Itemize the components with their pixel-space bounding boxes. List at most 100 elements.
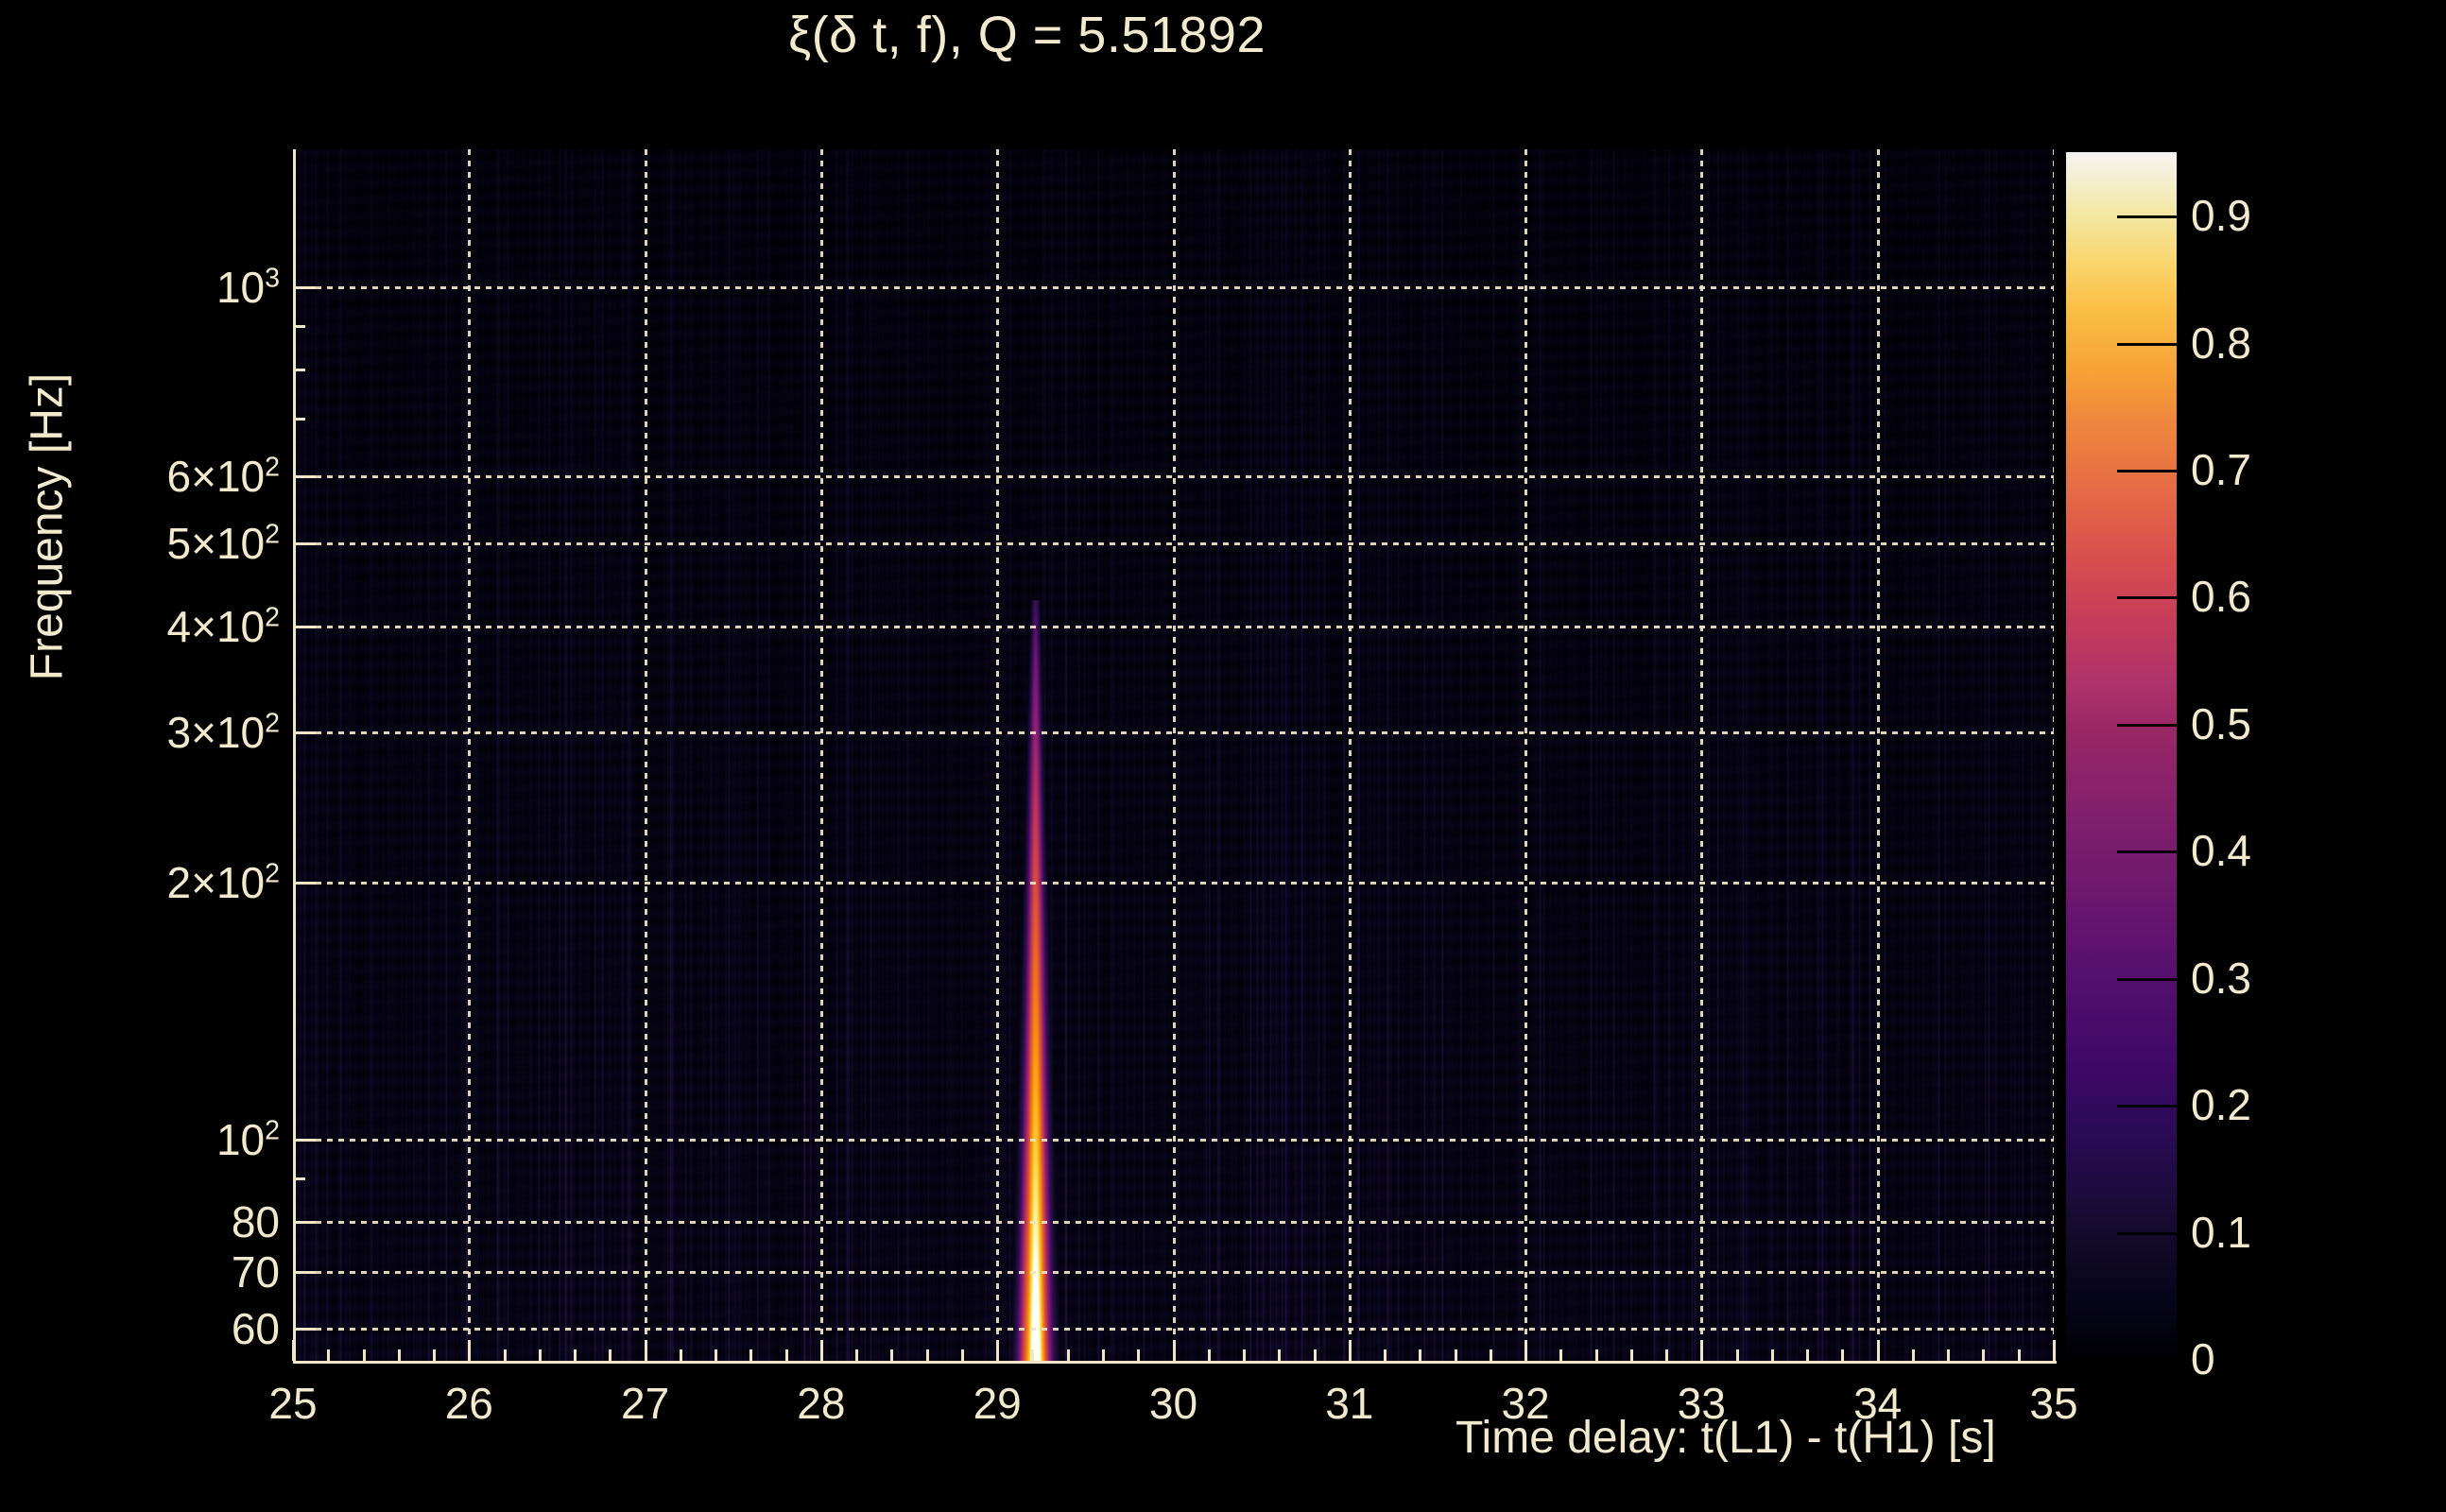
x-axis-tick-label: 35 (2029, 1379, 2078, 1428)
y-axis-tick-label: 4×102 (166, 601, 280, 651)
x-axis-tick (2053, 1340, 2056, 1361)
colorbar-tick (2117, 470, 2177, 473)
grid-line-horizontal (293, 731, 2054, 735)
colorbar-gradient (2066, 152, 2177, 1359)
grid-line-vertical (1524, 149, 1528, 1361)
x-axis-tick-label: 26 (444, 1379, 493, 1428)
x-axis-minor-tick (1982, 1349, 1986, 1361)
y-axis-minor-tick (293, 1138, 305, 1142)
x-axis-tick-label: 25 (268, 1379, 318, 1428)
y-axis-title: Frequency [Hz] (22, 282, 74, 773)
y-axis-tick-label: 102 (215, 1114, 280, 1164)
y-axis-tick-label: 3×102 (166, 708, 280, 758)
x-axis-minor-tick (749, 1349, 753, 1361)
x-axis-minor-tick (1031, 1349, 1035, 1361)
y-axis-minor-tick (293, 369, 305, 371)
y-axis-minor-tick (293, 285, 305, 289)
x-axis-minor-tick (1806, 1349, 1810, 1361)
grid-line-vertical (1172, 149, 1176, 1361)
x-axis-tick-label: 31 (1325, 1379, 1374, 1428)
x-axis-tick-label: 28 (797, 1379, 846, 1428)
x-axis-minor-tick (433, 1349, 437, 1361)
grid-line-vertical (996, 149, 1000, 1361)
x-axis-minor-tick (679, 1349, 682, 1361)
x-axis-minor-tick (1313, 1349, 1317, 1361)
grid-line-vertical (1348, 149, 1352, 1361)
y-axis-minor-tick (293, 882, 305, 885)
grid-lines (293, 149, 2054, 1361)
grid-line-vertical (819, 149, 823, 1361)
colorbar-tick (2117, 215, 2177, 219)
y-axis-minor-tick (293, 474, 305, 478)
colorbar-tick-label: 0.1 (2191, 1207, 2251, 1257)
x-axis-title-text: Time delay: t(L1) - t(H1) [s] (1456, 1413, 1996, 1463)
x-axis-minor-tick (925, 1349, 929, 1361)
x-axis-tick (1700, 1340, 1704, 1361)
colorbar-tick (2117, 850, 2177, 854)
colorbar-tick-label: 0.9 (2191, 191, 2251, 241)
y-axis-tick-label: 5×102 (166, 519, 280, 569)
grid-line-horizontal (293, 1138, 2054, 1142)
x-axis-tick (1172, 1340, 1176, 1361)
x-axis-minor-tick (1419, 1349, 1422, 1361)
y-axis-minor-tick (293, 1177, 305, 1181)
x-axis-minor-tick (1137, 1349, 1141, 1361)
x-axis-minor-tick (1735, 1349, 1739, 1361)
x-axis-minor-tick (2017, 1349, 2021, 1361)
grid-line-horizontal (293, 474, 2054, 478)
x-axis-tick (468, 1340, 472, 1361)
colorbar-tick-label: 0.3 (2191, 953, 2251, 1003)
x-axis-tick (292, 1340, 295, 1361)
x-axis-tick (1524, 1340, 1528, 1361)
x-axis-minor-tick (362, 1349, 366, 1361)
colorbar-tick-label: 0.8 (2191, 318, 2251, 368)
y-axis-minor-tick (293, 542, 305, 546)
grid-line-horizontal (293, 1270, 2054, 1274)
x-axis-tick-label: 29 (973, 1379, 1022, 1428)
y-axis-tick-label: 6×102 (166, 451, 280, 501)
x-axis-tick (1876, 1340, 1880, 1361)
y-axis-tick-label: 103 (215, 262, 280, 312)
x-axis-minor-tick (1489, 1349, 1492, 1361)
colorbar-tick (2117, 596, 2177, 600)
x-axis-minor-tick (1559, 1349, 1563, 1361)
x-axis-minor-tick (327, 1349, 331, 1361)
colorbar-tick (2117, 723, 2177, 727)
x-axis-minor-tick (1454, 1349, 1457, 1361)
colorbar-tick (2117, 977, 2177, 981)
x-axis-minor-tick (1911, 1349, 1915, 1361)
y-axis-title-text: Frequency [Hz] (22, 372, 73, 681)
colorbar-tick-label: 0.5 (2191, 698, 2251, 748)
grid-line-horizontal (293, 1221, 2054, 1225)
colorbar-title: Cross-correlation ξ (2060, 284, 2446, 813)
y-axis-minor-tick (293, 1327, 305, 1331)
grid-line-vertical (644, 149, 647, 1361)
heatmap-plot-area (293, 149, 2054, 1361)
x-axis-minor-tick (855, 1349, 859, 1361)
x-axis-minor-tick (1243, 1349, 1247, 1361)
x-axis-minor-tick (890, 1349, 894, 1361)
grid-line-vertical (468, 149, 472, 1361)
x-axis-tick (1348, 1340, 1352, 1361)
x-axis-minor-tick (1665, 1349, 1669, 1361)
y-axis-tick-label: 80 (231, 1197, 280, 1247)
grid-line-horizontal (293, 542, 2054, 546)
colorbar-tick (2117, 1105, 2177, 1108)
x-axis-minor-tick (538, 1349, 542, 1361)
x-axis-minor-tick (1841, 1349, 1845, 1361)
x-axis-minor-tick (1066, 1349, 1070, 1361)
figure-title: ξ(δ t, f), Q = 5.51892 (0, 6, 2054, 64)
x-axis-tick-label: 32 (1501, 1379, 1550, 1428)
x-axis-minor-tick (1101, 1349, 1105, 1361)
x-axis-tick-label: 33 (1677, 1379, 1726, 1428)
x-axis-minor-tick (1594, 1349, 1598, 1361)
x-axis-tick-label: 27 (621, 1379, 670, 1428)
y-axis-minor-tick (293, 324, 305, 328)
colorbar-tick-label: 0.2 (2191, 1080, 2251, 1130)
x-axis-minor-tick (1629, 1349, 1633, 1361)
x-axis-minor-tick (1207, 1349, 1211, 1361)
x-axis-minor-tick (503, 1349, 507, 1361)
x-axis-title: Time delay: t(L1) - t(H1) [s] (1456, 1412, 1996, 1464)
colorbar-tick-label: 0.6 (2191, 572, 2251, 622)
x-axis-tick (819, 1340, 823, 1361)
